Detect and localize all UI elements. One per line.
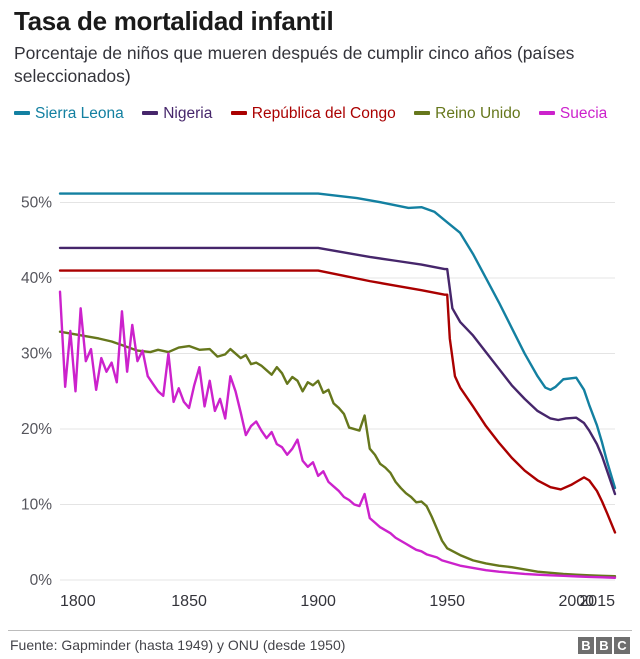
x-axis-tick-label: 2015 (579, 593, 615, 610)
footer-divider (8, 630, 632, 631)
legend-swatch-republica-del-congo (230, 111, 247, 115)
y-axis-labels-group: 0% 10% 20% 30% 40% 50% (21, 195, 52, 589)
y-axis-tick-label: 20% (21, 421, 52, 438)
y-axis-tick-label: 50% (21, 195, 52, 212)
legend-item-republica-del-congo[interactable]: República del Congo (230, 104, 396, 124)
x-axis-tick-label: 1950 (429, 593, 465, 610)
series-line-sierra-leona (58, 192, 617, 490)
chart-subtitle: Porcentaje de niños que mueren después d… (14, 43, 575, 86)
legend-item-suecia[interactable]: Suecia (538, 104, 608, 124)
series-line-suecia (58, 290, 617, 579)
source-note: Fuente: Gapminder (hasta 1949) y ONU (de… (10, 637, 346, 653)
legend-item-reino-unido[interactable]: Reino Unido (414, 104, 520, 124)
line-chart-svg: 0% 10% 20% 30% 40% 50% 1800 1850 1900 1950 200020… (21, 192, 617, 610)
y-axis-tick-label: 0% (30, 572, 53, 589)
legend-item-sierra-leona[interactable]: Sierra Leona (14, 104, 124, 124)
legend-swatch-reino-unido (414, 111, 431, 115)
legend-label-sierra-leona: Sierra Leona (35, 105, 124, 122)
x-axis-tick-label: 2000 (558, 593, 594, 610)
bbc-logo-letter-2: B (596, 637, 612, 654)
chart-legend: Sierra Leona Nigeria República del Congo… (14, 104, 628, 124)
legend-label-reino-unido: Reino Unido (435, 105, 521, 122)
legend-label-republica-del-congo: República del Congo (251, 105, 396, 122)
legend-swatch-suecia (538, 111, 555, 115)
legend-label-suecia: Suecia (559, 105, 608, 122)
legend-swatch-sierra-leona (14, 111, 30, 115)
legend-swatch-nigeria (142, 111, 159, 115)
bbc-logo-letter-3: C (614, 637, 630, 654)
series-line-rep-blica-del-congo (58, 269, 617, 534)
series-line-reino-unido (58, 330, 617, 578)
x-axis-tick-label: 1900 (300, 593, 336, 610)
chart-plot-area: 0% 10% 20% 30% 40% 50% 1800 1850 1900 1950 2000 20… (0, 160, 640, 630)
y-axis-tick-label: 40% (21, 270, 52, 287)
page-title: Tasa de mortalidad infantil (14, 6, 334, 36)
bbc-logo-letter-1: B (578, 637, 594, 654)
legend-label-nigeria: Nigeria (163, 105, 213, 122)
y-axis-tick-label: 10% (21, 497, 52, 514)
x-axis-tick-label: 1800 (60, 593, 96, 610)
series-group (58, 192, 617, 579)
x-axis-tick-label: 1850 (171, 593, 207, 610)
series-line-nigeria (58, 246, 617, 496)
gridlines-group (60, 202, 615, 581)
y-axis-tick-label: 30% (21, 346, 52, 363)
legend-item-nigeria[interactable]: Nigeria (142, 104, 212, 124)
